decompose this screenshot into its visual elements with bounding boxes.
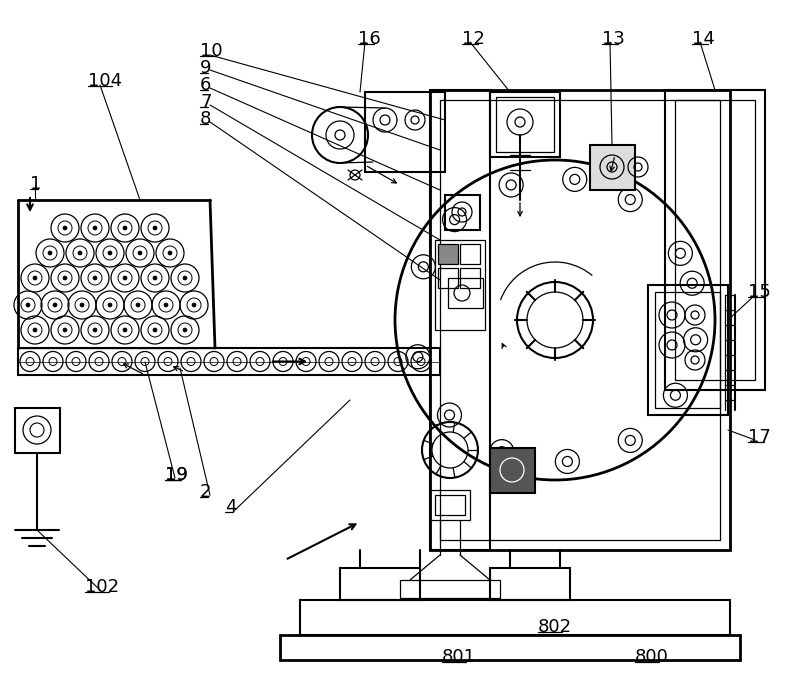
Bar: [430, 90, 490, 550]
Bar: [435, 495, 465, 515]
Bar: [365, 92, 445, 172]
Text: 104: 104: [88, 72, 122, 90]
Circle shape: [108, 251, 112, 255]
Circle shape: [78, 251, 82, 255]
Circle shape: [33, 328, 37, 332]
Bar: [430, 490, 470, 520]
Bar: [440, 100, 720, 540]
Text: 7: 7: [200, 93, 211, 111]
Circle shape: [153, 328, 157, 332]
Circle shape: [138, 251, 142, 255]
Circle shape: [48, 251, 52, 255]
Text: 9: 9: [200, 59, 211, 77]
Text: 16: 16: [358, 30, 381, 48]
Circle shape: [164, 303, 168, 307]
Bar: [490, 448, 535, 493]
Text: 801: 801: [442, 648, 476, 666]
Text: 19: 19: [165, 466, 188, 484]
Text: 14: 14: [692, 30, 715, 48]
Bar: [300, 600, 730, 635]
Bar: [400, 580, 500, 598]
Bar: [340, 568, 420, 600]
Bar: [445, 195, 480, 230]
Bar: [280, 635, 740, 660]
Bar: [655, 292, 720, 408]
Circle shape: [192, 303, 196, 307]
Circle shape: [168, 251, 172, 255]
Bar: [15, 408, 60, 453]
Circle shape: [93, 276, 97, 280]
Circle shape: [123, 276, 127, 280]
Text: 10: 10: [200, 42, 222, 60]
Text: 800: 800: [635, 648, 669, 666]
Circle shape: [80, 303, 84, 307]
Text: 802: 802: [538, 618, 572, 636]
Bar: [648, 285, 728, 415]
Bar: [675, 100, 755, 380]
Circle shape: [153, 226, 157, 230]
Bar: [490, 568, 570, 600]
Bar: [460, 268, 480, 288]
Circle shape: [136, 303, 140, 307]
Bar: [435, 240, 485, 330]
Circle shape: [33, 276, 37, 280]
Circle shape: [93, 226, 97, 230]
Circle shape: [63, 328, 67, 332]
Circle shape: [26, 303, 30, 307]
Bar: [665, 90, 765, 390]
Circle shape: [123, 226, 127, 230]
Bar: [448, 278, 483, 308]
Circle shape: [123, 328, 127, 332]
Circle shape: [108, 303, 112, 307]
Text: 2: 2: [200, 483, 211, 501]
Text: 102: 102: [85, 578, 119, 596]
Bar: [430, 90, 730, 550]
Bar: [490, 92, 560, 157]
Circle shape: [183, 328, 187, 332]
Text: 4: 4: [225, 498, 237, 516]
Text: 1: 1: [30, 175, 42, 193]
Text: 15: 15: [748, 283, 771, 301]
Bar: [590, 145, 635, 190]
Bar: [438, 244, 458, 264]
Text: 8: 8: [200, 110, 211, 128]
Bar: [18, 348, 440, 375]
Text: 12: 12: [462, 30, 485, 48]
Circle shape: [153, 276, 157, 280]
Text: 19: 19: [165, 466, 188, 484]
Circle shape: [183, 276, 187, 280]
Circle shape: [63, 226, 67, 230]
Bar: [438, 268, 458, 288]
Text: 13: 13: [602, 30, 625, 48]
Bar: [460, 244, 480, 264]
Text: 17: 17: [748, 428, 771, 446]
Circle shape: [53, 303, 57, 307]
Text: 6: 6: [200, 76, 211, 94]
Circle shape: [63, 276, 67, 280]
Circle shape: [93, 328, 97, 332]
Bar: [496, 97, 554, 152]
